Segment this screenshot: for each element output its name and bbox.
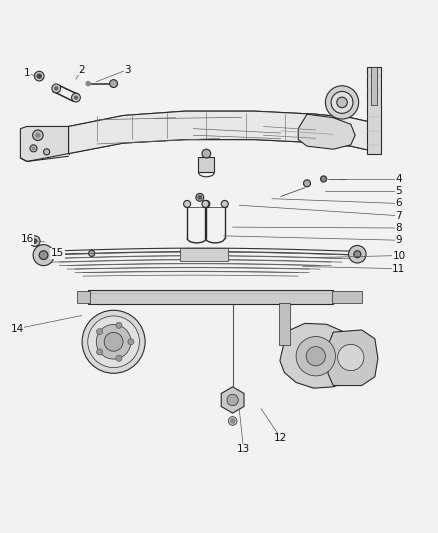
Text: 10: 10 <box>392 251 405 261</box>
Text: 9: 9 <box>395 235 401 245</box>
Circle shape <box>201 200 208 207</box>
Polygon shape <box>367 67 381 154</box>
Polygon shape <box>77 291 90 303</box>
Circle shape <box>116 355 122 361</box>
Circle shape <box>82 310 145 373</box>
Circle shape <box>336 97 346 108</box>
Text: 1: 1 <box>24 68 30 78</box>
Circle shape <box>202 200 209 207</box>
Circle shape <box>32 239 37 243</box>
Circle shape <box>88 251 95 256</box>
Polygon shape <box>180 248 228 261</box>
Circle shape <box>230 419 234 423</box>
Circle shape <box>116 322 122 328</box>
Polygon shape <box>332 291 361 303</box>
Circle shape <box>337 344 363 370</box>
Circle shape <box>325 86 358 119</box>
Polygon shape <box>88 290 332 304</box>
Circle shape <box>320 176 326 182</box>
Polygon shape <box>198 157 214 172</box>
Text: 12: 12 <box>273 433 287 443</box>
Circle shape <box>96 325 131 359</box>
Text: 2: 2 <box>78 64 85 75</box>
Text: 7: 7 <box>395 211 401 221</box>
Circle shape <box>110 79 117 87</box>
Polygon shape <box>20 126 68 161</box>
Text: 13: 13 <box>237 445 250 455</box>
Circle shape <box>86 82 90 86</box>
Text: 5: 5 <box>395 186 401 196</box>
Circle shape <box>54 87 58 90</box>
Circle shape <box>43 149 49 155</box>
Text: 15: 15 <box>51 248 64 259</box>
Text: 8: 8 <box>395 223 401 233</box>
Circle shape <box>228 417 237 425</box>
Circle shape <box>104 332 123 351</box>
Circle shape <box>30 145 37 152</box>
Circle shape <box>348 246 365 263</box>
Polygon shape <box>327 330 377 385</box>
Text: 11: 11 <box>392 264 405 273</box>
Circle shape <box>330 92 352 114</box>
Circle shape <box>32 147 35 150</box>
Circle shape <box>33 245 54 265</box>
Text: 3: 3 <box>124 64 131 75</box>
Circle shape <box>29 236 40 246</box>
Circle shape <box>303 180 310 187</box>
Circle shape <box>74 96 78 99</box>
Circle shape <box>96 349 102 355</box>
Circle shape <box>71 93 80 102</box>
Circle shape <box>353 251 360 258</box>
Polygon shape <box>279 303 289 345</box>
Circle shape <box>201 149 210 158</box>
Text: 14: 14 <box>11 324 24 334</box>
Polygon shape <box>221 387 244 413</box>
Circle shape <box>195 193 203 201</box>
Text: 16: 16 <box>20 235 33 244</box>
Circle shape <box>226 394 238 406</box>
Circle shape <box>183 200 190 207</box>
Circle shape <box>305 346 325 366</box>
Circle shape <box>221 200 228 207</box>
Text: 4: 4 <box>395 174 401 184</box>
Polygon shape <box>297 114 354 149</box>
Circle shape <box>198 196 201 199</box>
Circle shape <box>295 336 335 376</box>
Circle shape <box>37 74 41 78</box>
Circle shape <box>52 84 60 93</box>
Polygon shape <box>68 111 370 154</box>
Polygon shape <box>371 67 377 104</box>
Polygon shape <box>279 324 361 388</box>
Text: 6: 6 <box>395 198 401 208</box>
Circle shape <box>96 328 102 335</box>
Circle shape <box>127 338 134 345</box>
Circle shape <box>39 251 48 260</box>
Circle shape <box>32 130 43 141</box>
Circle shape <box>34 71 44 81</box>
Circle shape <box>88 316 139 368</box>
Circle shape <box>35 133 40 138</box>
